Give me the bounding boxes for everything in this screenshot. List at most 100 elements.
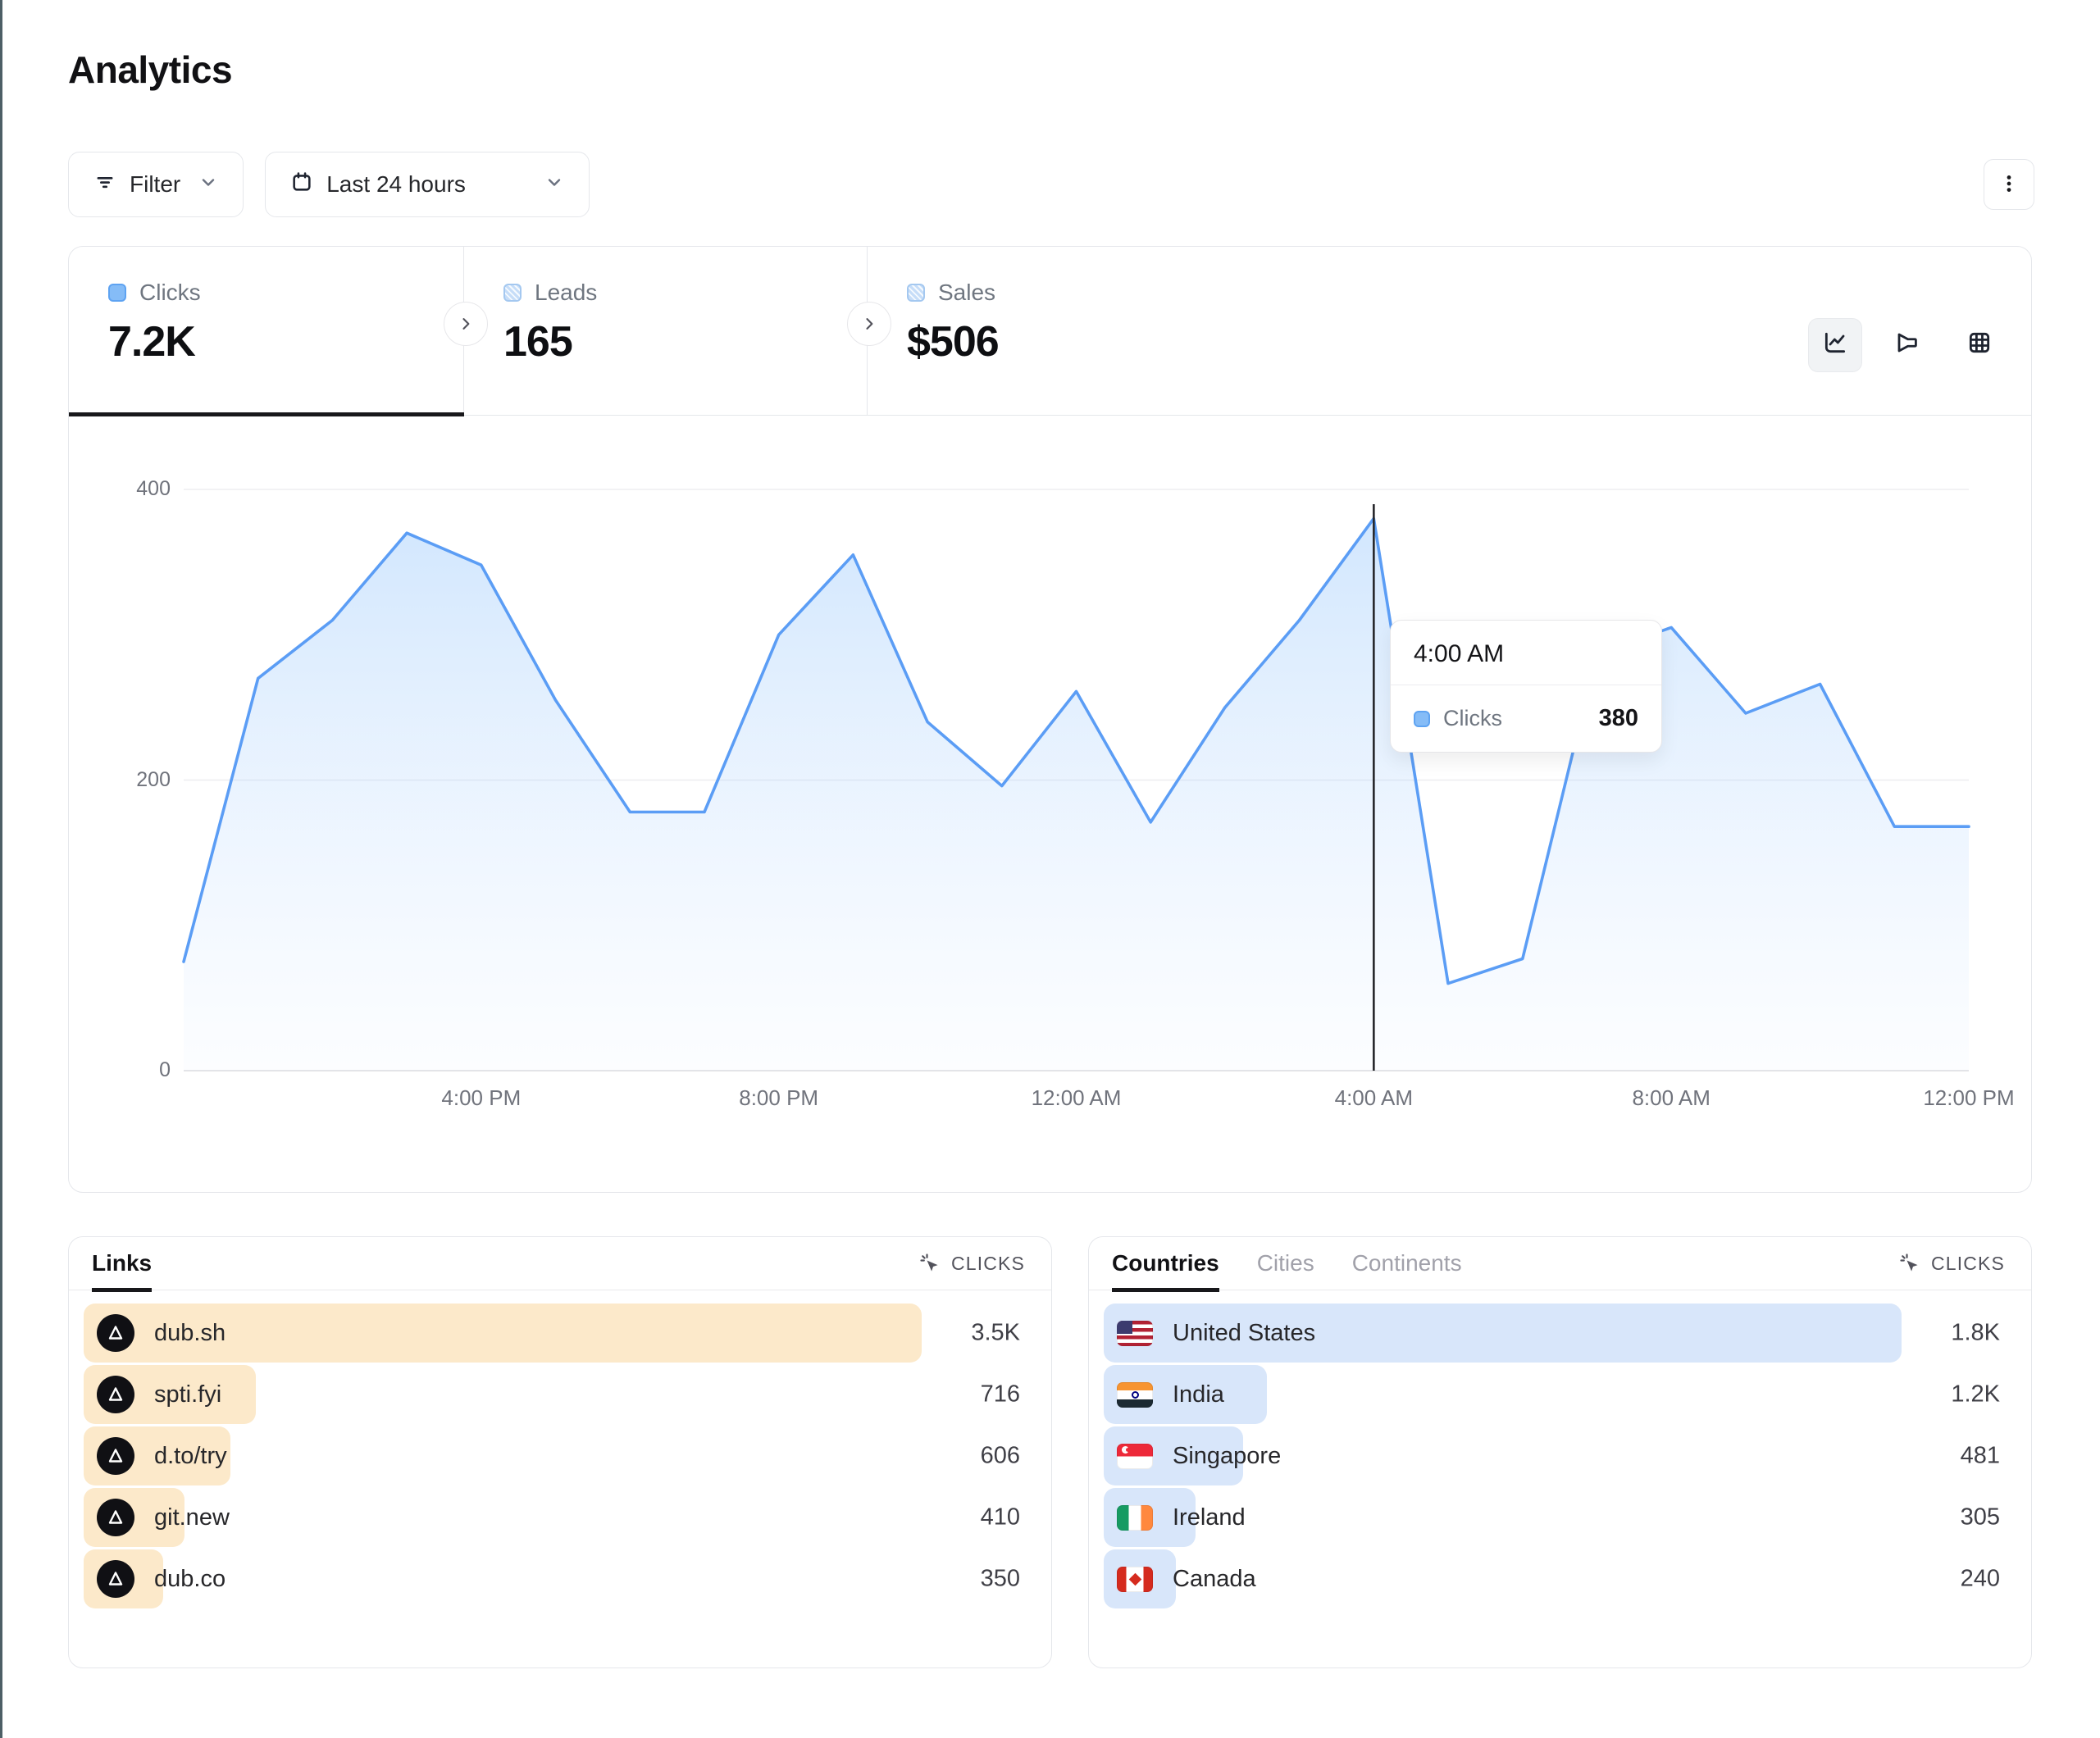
clicks-label: Clicks bbox=[139, 280, 201, 305]
country-clicks-value: 240 bbox=[1960, 1565, 2000, 1592]
link-label: git.new bbox=[154, 1504, 230, 1531]
links-metric-toggle[interactable]: CLICKS bbox=[918, 1252, 1051, 1275]
tooltip-value: 380 bbox=[1598, 705, 1638, 731]
tab-continents[interactable]: Continents bbox=[1351, 1250, 1462, 1276]
x-axis-tick: 12:00 PM bbox=[1923, 1085, 2015, 1110]
chart-tooltip: 4:00 AM Clicks 380 bbox=[1390, 620, 1662, 753]
country-row[interactable]: Ireland 305 bbox=[1104, 1488, 2000, 1547]
filter-button[interactable]: Filter bbox=[68, 152, 244, 217]
window-edge bbox=[0, 0, 2, 1738]
filter-icon bbox=[93, 171, 116, 199]
country-label: Ireland bbox=[1173, 1504, 1246, 1531]
table-view-button[interactable] bbox=[1952, 318, 2007, 372]
next-step-chevron-button[interactable] bbox=[847, 302, 891, 346]
y-axis-tick: 0 bbox=[159, 1058, 171, 1081]
link-bar bbox=[84, 1304, 922, 1363]
country-bar bbox=[1104, 1304, 1902, 1363]
link-clicks-value: 410 bbox=[980, 1504, 1020, 1531]
links-metric-label: CLICKS bbox=[951, 1252, 1025, 1274]
dub-logo-icon bbox=[97, 1499, 134, 1536]
link-clicks-value: 606 bbox=[980, 1442, 1020, 1469]
page-title: Analytics bbox=[68, 48, 233, 91]
countries-metric-toggle[interactable]: CLICKS bbox=[1898, 1252, 2031, 1275]
tab-clicks[interactable]: Clicks 7.2K bbox=[69, 247, 464, 415]
toolbar: Filter Last 24 hours bbox=[68, 152, 2034, 217]
links-list: dub.sh 3.5K spti.fyi 716 d.to/try 606 bbox=[84, 1304, 1020, 1608]
line-chart-view-button[interactable] bbox=[1808, 317, 1862, 372]
clicks-value: 7.2K bbox=[108, 318, 196, 366]
links-panel-header: Links CLICKS bbox=[69, 1237, 1051, 1292]
kebab-menu-icon bbox=[1998, 173, 2020, 197]
calendar-icon bbox=[290, 171, 313, 199]
country-flag-icon bbox=[1117, 1320, 1153, 1346]
chevron-right-icon bbox=[462, 318, 470, 330]
sales-value: $506 bbox=[907, 318, 1000, 366]
x-axis-tick: 4:00 AM bbox=[1334, 1085, 1414, 1110]
country-label: Canada bbox=[1173, 1565, 1256, 1592]
dub-logo-icon bbox=[97, 1437, 134, 1475]
country-label: Singapore bbox=[1173, 1442, 1282, 1469]
country-row[interactable]: United States 1.8K bbox=[1104, 1304, 2000, 1363]
country-flag-icon bbox=[1117, 1443, 1153, 1469]
date-range-button[interactable]: Last 24 hours bbox=[265, 152, 590, 217]
links-panel: Links CLICKS dub.sh 3.5K bbox=[68, 1236, 1052, 1668]
tooltip-time: 4:00 AM bbox=[1391, 621, 1661, 685]
stats-strip: Clicks 7.2K Leads 165 Sales $506 bbox=[69, 247, 2031, 416]
filter-button-label: Filter bbox=[130, 171, 181, 197]
chart-type-switcher bbox=[1808, 275, 2031, 415]
link-row[interactable]: d.to/try 606 bbox=[84, 1426, 1020, 1485]
tab-countries[interactable]: Countries bbox=[1112, 1237, 1219, 1292]
clicks-chart-region[interactable]: 0 200 400 4:00 PM 8:00 PM 12:00 AM 4:00 AM 8:0… bbox=[69, 415, 2031, 1192]
link-row[interactable]: spti.fyi 716 bbox=[84, 1365, 1020, 1424]
dub-logo-icon bbox=[97, 1376, 134, 1413]
country-row[interactable]: Singapore 481 bbox=[1104, 1426, 2000, 1485]
link-label: dub.co bbox=[154, 1565, 226, 1592]
link-label: d.to/try bbox=[154, 1442, 227, 1469]
next-step-chevron-button[interactable] bbox=[444, 302, 488, 346]
funnel-chart-icon bbox=[1894, 330, 1920, 360]
more-options-button[interactable] bbox=[1984, 159, 2034, 210]
country-label: United States bbox=[1173, 1319, 1316, 1346]
link-row[interactable]: git.new 410 bbox=[84, 1488, 1020, 1547]
y-axis-tick: 400 bbox=[136, 477, 171, 500]
country-clicks-value: 305 bbox=[1960, 1504, 2000, 1531]
link-label: spti.fyi bbox=[154, 1381, 222, 1408]
country-flag-icon bbox=[1117, 1381, 1153, 1408]
countries-panel-header: Countries Cities Continents CLICKS bbox=[1089, 1237, 2031, 1292]
line-chart-icon bbox=[1822, 330, 1848, 360]
funnel-view-button[interactable] bbox=[1880, 318, 1934, 372]
dub-logo-icon bbox=[97, 1314, 134, 1352]
link-clicks-value: 3.5K bbox=[971, 1319, 1020, 1346]
tab-links[interactable]: Links bbox=[92, 1237, 153, 1292]
tab-sales[interactable]: Sales $506 bbox=[868, 247, 2031, 415]
leads-label: Leads bbox=[535, 280, 598, 305]
countries-metric-label: CLICKS bbox=[1931, 1252, 2005, 1274]
country-row[interactable]: Canada 240 bbox=[1104, 1549, 2000, 1608]
grid-table-icon bbox=[1966, 330, 1993, 360]
link-row[interactable]: dub.co 350 bbox=[84, 1549, 1020, 1608]
cursor-click-icon bbox=[920, 1253, 938, 1272]
tab-leads[interactable]: Leads 165 bbox=[464, 247, 868, 415]
date-range-label: Last 24 hours bbox=[326, 171, 466, 197]
link-clicks-value: 716 bbox=[980, 1381, 1020, 1408]
tooltip-series-label: Clicks bbox=[1443, 706, 1502, 730]
leads-value: 165 bbox=[503, 318, 573, 366]
chevron-down-icon bbox=[544, 171, 564, 198]
country-row[interactable]: India 1.2K bbox=[1104, 1365, 2000, 1424]
dub-logo-icon bbox=[97, 1560, 134, 1598]
clicks-area-chart[interactable] bbox=[182, 489, 1970, 1071]
country-flag-icon bbox=[1117, 1504, 1153, 1531]
link-row[interactable]: dub.sh 3.5K bbox=[84, 1304, 1020, 1363]
tooltip-series-swatch bbox=[1414, 710, 1430, 727]
link-clicks-value: 350 bbox=[980, 1565, 1020, 1592]
countries-panel: Countries Cities Continents CLICKS Unite… bbox=[1088, 1236, 2032, 1668]
tab-cities[interactable]: Cities bbox=[1256, 1250, 1314, 1276]
active-tab-underline bbox=[69, 412, 464, 416]
country-clicks-value: 1.2K bbox=[1951, 1381, 2000, 1408]
country-clicks-value: 481 bbox=[1960, 1442, 2000, 1469]
chevron-down-icon bbox=[198, 171, 218, 198]
link-label: dub.sh bbox=[154, 1319, 226, 1346]
x-axis-tick: 8:00 PM bbox=[739, 1085, 819, 1110]
sales-label: Sales bbox=[938, 280, 996, 305]
cursor-click-icon bbox=[1900, 1253, 1918, 1272]
